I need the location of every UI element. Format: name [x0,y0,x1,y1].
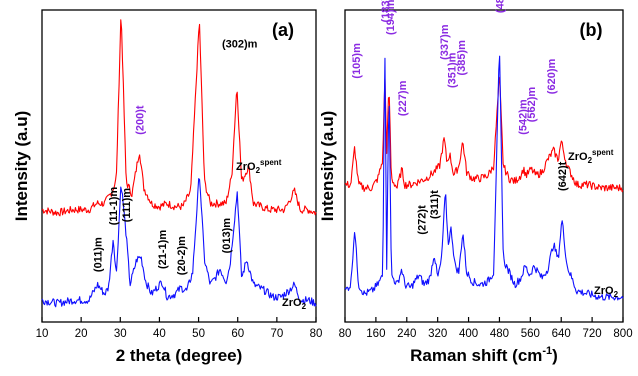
x-tick-label: 20 [75,328,88,340]
panel-b-letter: (b) [580,20,603,40]
x-tick-label: 80 [310,328,323,340]
panel-a-x-ticks: 10 20 30 40 50 60 70 80 [36,317,323,340]
peak-label: (20-2)m [176,236,188,275]
peak-label: (200)t [135,105,147,135]
peak-label: (542)m [518,99,530,135]
panel-a-peak-labels: (111)t(200)t(220)t(302)m(011)m(11-1)m(11… [93,38,258,275]
panel-b-x-ticks: 80 160 240 320 400 480 560 640 720 800 [339,317,633,340]
panel-a-spent-sample-label: ZrO2spent [236,158,282,175]
series-line-fresh [344,55,624,301]
panel-b-raman: (b) Intensity (a.u) Raman shift (cm-1) 8… [318,0,633,365]
x-tick-label: 10 [36,328,49,340]
x-tick-label: 40 [153,328,166,340]
x-tick-label: 480 [490,328,509,340]
peak-label: (11-1)m [108,187,120,226]
panel-b-fresh-sample-label: ZrO2 [594,285,619,299]
peak-label: (642)t [557,161,569,191]
peak-label: (011)m [93,237,105,272]
panel-a-letter: (a) [272,20,294,40]
x-tick-label: 160 [366,328,385,340]
peak-label: (272)t [416,205,428,235]
peak-label: (337)m [439,24,451,60]
x-tick-label: 80 [339,328,352,340]
peak-label: (013)m [221,218,233,254]
panel-a-series [41,19,317,308]
peak-label: (480)m [494,0,506,13]
peak-label: (385)m [456,40,468,76]
peak-label: (620)m [546,59,558,95]
peak-label: (311)t [429,190,441,219]
peak-label: (194)m [385,0,397,35]
panel-b-x-axis-title: Raman shift (cm-1) [410,345,558,365]
x-tick-label: 240 [397,328,416,340]
x-tick-label: 640 [552,328,571,340]
panel-b-y-axis-title: Intensity (a.u) [318,111,337,222]
peak-label: (227)m [397,80,409,116]
x-tick-label: 320 [428,328,447,340]
series-line-spent [344,76,624,193]
peak-label: (111)m [121,188,133,222]
panel-a-plot-frame [41,9,317,323]
x-tick-label: 50 [192,328,205,340]
x-tick-label: 70 [270,328,283,340]
panel-a-xrd: (a) Intensity (a.u) 2 theta (degree) 10 2… [12,9,323,365]
panel-a-fresh-sample-label: ZrO2 [282,297,307,311]
panel-b-plot-frame [344,9,624,323]
peak-label: (105)m [351,43,363,79]
peak-label: (562)m [526,87,538,123]
peak-label: (351)m [447,52,459,88]
x-tick-label: 400 [459,328,478,340]
x-tick-label: 60 [231,328,244,340]
x-tick-label: 560 [521,328,540,340]
panel-a-x-axis-title: 2 theta (degree) [116,346,243,365]
peak-label: (183)m [380,0,392,23]
x-tick-label: 720 [583,328,602,340]
x-tick-label: 30 [114,328,127,340]
peak-label: (302)m [222,38,258,50]
peak-label: (21-1)m [157,230,169,269]
panel-b-spent-sample-label: ZrO2spent [568,148,614,165]
x-tick-label: 800 [613,328,632,340]
series-line-fresh [41,178,317,308]
panel-b-series [344,55,624,301]
panel-a-y-axis-title: Intensity (a.u) [12,111,31,222]
series-line-spent [41,19,317,217]
panel-b-peak-labels: (105)m (183)m(194)m (227)m (337)m(351)m(385… [351,0,569,235]
